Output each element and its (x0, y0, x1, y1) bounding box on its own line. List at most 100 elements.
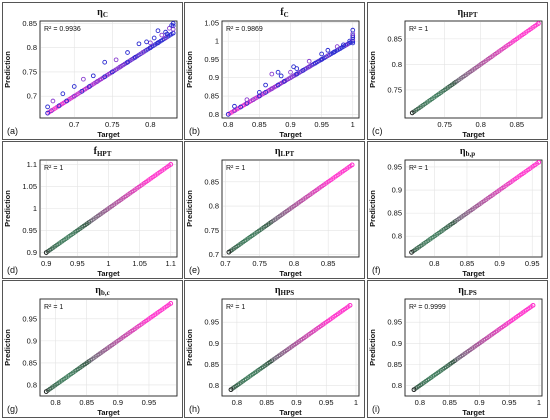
y-tick-label: 0.85 (204, 360, 219, 369)
data-point (350, 33, 356, 38)
chart-title-main: η (458, 285, 464, 296)
data-point (269, 86, 275, 92)
x-tick-label: 0.95 (319, 398, 334, 407)
data-point (81, 76, 86, 82)
data-point (56, 103, 62, 109)
plot-border (404, 298, 543, 397)
data-point (125, 59, 130, 65)
panel-label: (i) (372, 404, 380, 414)
chart-title-subscript: b,c (101, 289, 110, 297)
data-point (334, 44, 340, 49)
data-point (257, 90, 262, 95)
data-point (94, 79, 100, 84)
data-point (269, 71, 275, 77)
chart-title-subscript: HPT (97, 150, 112, 158)
y-tick-label: 0.8 (209, 110, 219, 119)
r-squared-label: R² = 0.9936 (44, 26, 81, 33)
data-point (117, 64, 123, 70)
data-point (294, 71, 300, 77)
y-tick-label: 0.95 (387, 162, 402, 171)
y-tick-label: 0.95 (204, 318, 219, 327)
data-point (350, 27, 356, 33)
y-tick-label: 1.1 (27, 160, 37, 169)
panel-c: 0.75 0.8 0.85 0.75 0.8 0.85 ηHPT R² = 1 Target Pr… (367, 2, 548, 140)
data-point (319, 51, 324, 57)
data-point (409, 110, 415, 116)
data-point (113, 57, 119, 63)
chart-title: ηb,p (460, 146, 475, 158)
chart-title-subscript: b,p (466, 150, 476, 158)
data-point (163, 35, 168, 41)
data-point (331, 49, 337, 55)
chart-title-subscript: HPS (281, 289, 295, 297)
data-point (60, 91, 66, 97)
data-point (148, 45, 153, 51)
chart-title-subscript: LPS (464, 289, 477, 297)
plot-border (39, 159, 178, 258)
data-point (350, 40, 356, 46)
y-tick-label: 0.85 (204, 92, 219, 101)
data-point (151, 35, 157, 41)
x-axis-label: Target (462, 269, 485, 278)
y-tick-label: 0.85 (387, 209, 402, 218)
y-tick-label: 0.85 (22, 19, 37, 28)
data-point (226, 249, 232, 255)
x-axis-label: Target (462, 408, 485, 417)
plot-border (221, 159, 360, 258)
plot-border (404, 20, 543, 119)
data-point (347, 302, 353, 308)
data-point (238, 104, 244, 110)
x-tick-label: 0.75 (437, 120, 452, 129)
chart-title-main: η (275, 146, 281, 157)
panel-label: (a) (7, 126, 18, 136)
x-tick-label: 0.85 (321, 259, 336, 268)
data-point (244, 97, 250, 103)
x-axis-label: Target (279, 269, 302, 278)
data-point (325, 47, 331, 53)
x-tick-label: 0.9 (291, 398, 301, 407)
data-point (536, 21, 541, 26)
data-point (232, 103, 237, 109)
y-tick-label: 0.8 (27, 380, 37, 389)
data-point (136, 41, 142, 47)
data-point (79, 88, 85, 94)
chart-title: ηLPS (458, 285, 477, 297)
data-point (125, 50, 130, 55)
y-tick-label: 0.95 (22, 314, 37, 323)
x-tick-label: 0.8 (429, 259, 439, 268)
chart-title: ηHPT (457, 7, 477, 19)
y-axis-label: Prediction (185, 329, 194, 366)
r-squared-label: R² = 1 (409, 26, 428, 33)
y-tick-label: 0.8 (209, 381, 219, 390)
data-point (263, 82, 268, 88)
x-tick-label: 0.9 (474, 398, 484, 407)
panel-a: 0.7 0.75 0.8 0.7 0.75 0.8 0.85 ηC R² = 0.9936 Tar… (2, 2, 183, 140)
x-tick-label: 0.85 (460, 259, 475, 268)
plot-area (39, 20, 178, 119)
data-point (530, 302, 536, 308)
panel-label: (c) (372, 126, 383, 136)
plot-border (404, 159, 543, 258)
r-squared-label: R² = 0.9869 (226, 26, 263, 33)
data-point (71, 93, 77, 99)
y-tick-label: 0.75 (22, 67, 37, 76)
r-squared-label: R² = 1 (409, 165, 428, 172)
chart-title-subscript: C (103, 11, 108, 19)
y-axis-label: Prediction (368, 51, 377, 88)
y-tick-label: 0.8 (392, 232, 402, 241)
x-tick-label: 1.1 (166, 259, 176, 268)
chart-title: ηLPT (275, 146, 295, 158)
panel-label: (d) (7, 265, 18, 275)
y-tick-label: 1 (33, 204, 37, 213)
x-tick-label: 0.85 (442, 398, 457, 407)
r-squared-label: R² = 1 (226, 165, 245, 172)
data-point (140, 50, 146, 55)
chart-title: fC (280, 7, 288, 19)
y-tick-label: 0.95 (22, 226, 37, 235)
chart-title: ηC (97, 7, 108, 19)
data-point (232, 108, 237, 114)
data-point (294, 66, 300, 71)
chart-title-main: f (94, 146, 98, 157)
plot-border (39, 298, 178, 397)
